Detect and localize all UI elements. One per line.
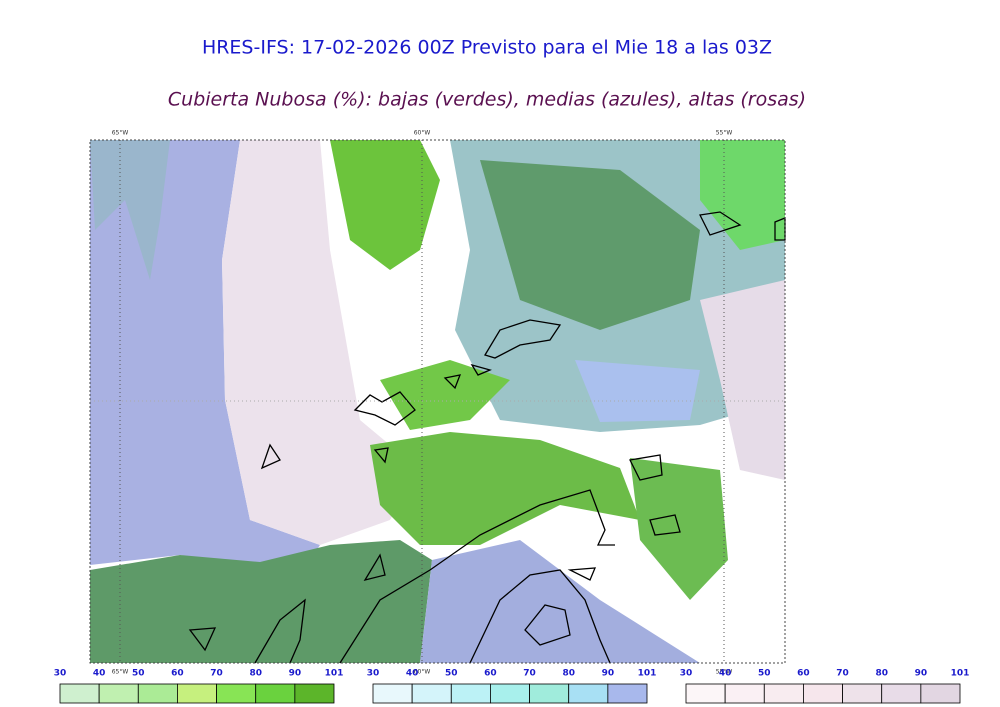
map-frame — [89, 139, 786, 664]
colorbar-tick-label: 80 — [562, 669, 575, 679]
colorbar-box — [607, 683, 648, 704]
colorbar-box — [685, 683, 726, 704]
colorbar-tick-label: 30 — [54, 669, 67, 679]
low-cloud-area — [480, 160, 700, 330]
title: HRES-IFS: 17-02-2026 00Z Previsto para e… — [202, 37, 772, 59]
colorbar-tick-label: 80 — [875, 669, 888, 679]
colorbar-tick-label: 90 — [915, 669, 928, 679]
colorbar-tick-label: 101 — [325, 669, 344, 679]
colorbar-box — [763, 683, 804, 704]
colorbar-box — [568, 683, 609, 704]
colorbar-box — [490, 683, 530, 704]
mid-cloud-area — [420, 540, 700, 663]
colorbar-tick-label: 40 — [93, 669, 106, 679]
colorbar-tick-label: 70 — [210, 669, 223, 679]
colorbar-box — [920, 683, 961, 704]
mid-cloud-area — [575, 360, 700, 422]
colorbar-tick-label: 50 — [132, 669, 145, 679]
colorbar-box — [881, 683, 922, 704]
colorbar-tick-label: 30 — [680, 669, 693, 679]
longitude-label: 55°W — [716, 669, 733, 676]
low-cloud-area — [330, 140, 440, 270]
colorbar-tick-label: 70 — [836, 669, 849, 679]
longitude-label: 65°W — [112, 130, 129, 137]
colorbar-box — [255, 683, 296, 704]
low-cloud-area — [370, 432, 640, 545]
longitude-label: 60°W — [414, 669, 431, 676]
longitude-label: 65°W — [112, 669, 129, 676]
colorbar-box — [177, 683, 217, 704]
coastlines — [188, 211, 786, 664]
mixed-cloud-area — [90, 140, 170, 280]
colorbar-tick-label: 101 — [951, 669, 970, 679]
colorbar-tick-label: 60 — [797, 669, 810, 679]
colorbar-tick-label: 60 — [171, 669, 184, 679]
colorbar-box — [803, 683, 843, 704]
subtitle: Cubierta Nubosa (%): bajas (verdes), med… — [168, 89, 806, 111]
colorbar-tick-label: 50 — [758, 669, 771, 679]
colorbar-tick-label: 80 — [249, 669, 262, 679]
colorbar-tick-label: 90 — [602, 669, 615, 679]
colorbar-box — [411, 683, 452, 704]
colorbar-tick-label: 30 — [367, 669, 380, 679]
colorbar-tick-label: 90 — [289, 669, 302, 679]
colorbar-box — [724, 683, 765, 704]
colorbar-box — [216, 683, 257, 704]
high-cloud-area — [222, 140, 420, 545]
colorbar-box — [372, 683, 413, 704]
map: 65°W 60°W 55°W 65°W 60°W 55°W — [89, 130, 786, 676]
colorbar-box — [842, 683, 883, 704]
colorbar-tick-label: 40 — [719, 669, 732, 679]
low-cloud-area — [700, 140, 785, 250]
colorbar-tick-label: 60 — [484, 669, 497, 679]
colorbar-box — [137, 683, 178, 704]
colorbar-box — [98, 683, 139, 704]
colorbar-tick-label: 101 — [638, 669, 657, 679]
colorbar-box — [294, 683, 335, 704]
colorbar-tick-label: 40 — [406, 669, 419, 679]
colorbar-tick-label: 70 — [523, 669, 536, 679]
high-cloud-area — [700, 280, 785, 480]
low-cloud-area — [90, 540, 432, 663]
longitude-label: 55°W — [716, 130, 733, 137]
colorbar-box — [529, 683, 570, 704]
colorbar-box — [59, 683, 100, 704]
longitude-label: 60°W — [414, 130, 431, 137]
colorbar-tick-label: 50 — [445, 669, 458, 679]
colorbar-box — [450, 683, 491, 704]
